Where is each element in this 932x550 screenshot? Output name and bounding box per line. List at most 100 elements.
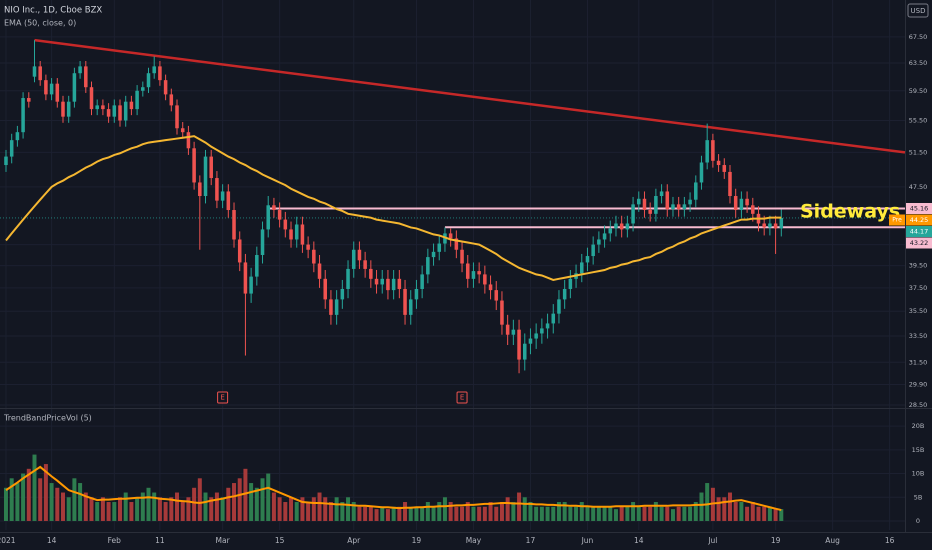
candle-body (169, 94, 174, 106)
volume-bar (300, 497, 305, 521)
candle-body (494, 290, 499, 301)
volume-bar (465, 502, 470, 521)
volume-bar (699, 492, 704, 521)
currency[interactable]: USD (911, 7, 926, 15)
volume-bar (648, 506, 653, 521)
candle-body (500, 300, 504, 325)
volume-bar (283, 502, 288, 521)
candle-body (705, 140, 709, 163)
volume-bar (260, 478, 265, 521)
candle-body (625, 223, 630, 230)
volume-bar (534, 506, 539, 521)
candle-body (408, 299, 413, 315)
candle-body (648, 210, 652, 214)
volume-bar (539, 506, 544, 521)
candle-body (420, 274, 424, 289)
candle-body (671, 204, 675, 210)
candle-body (95, 105, 99, 110)
earnings-marker (217, 391, 229, 404)
indicator-title: EMA (50, close, 0) (4, 19, 76, 28)
candle-body (762, 223, 766, 228)
y-tick-label: 28.50 (909, 401, 928, 409)
volume-bar (214, 492, 219, 521)
volume-bar (123, 492, 128, 521)
candle-body (722, 165, 727, 172)
volume-bar (192, 487, 197, 521)
volume-bar (334, 497, 339, 521)
candle-body (711, 140, 715, 161)
candle-body (585, 256, 590, 263)
candle-body (540, 328, 544, 334)
volume-bar (591, 506, 596, 521)
candle-body (351, 249, 356, 269)
volume-bar (779, 509, 784, 521)
candle-body (192, 148, 196, 183)
volume-bar (750, 502, 755, 521)
x-tick-label: 14 (47, 536, 57, 545)
candle-body (237, 239, 242, 263)
volume-bar (659, 506, 664, 521)
volume-bar (716, 497, 721, 521)
volume-bar (676, 506, 681, 521)
volume-bar (562, 502, 567, 521)
volume-bar (129, 502, 134, 521)
volume-bar (55, 487, 60, 521)
volume-bar (488, 502, 493, 521)
volume-bar (596, 506, 601, 521)
candle-body (534, 333, 538, 339)
volume-bar (511, 502, 516, 521)
candle-body (329, 299, 333, 315)
volume-bar (146, 487, 151, 521)
volume-bar (254, 487, 259, 521)
volume-bar (579, 502, 584, 521)
earnings-marker (456, 391, 468, 404)
candle-body (9, 140, 14, 157)
candle-body (4, 156, 8, 166)
candle-body (528, 338, 533, 344)
candle-body (152, 66, 156, 74)
candle-body (426, 257, 430, 275)
candle-body (317, 263, 322, 279)
y-tick-label: 33.50 (909, 332, 928, 340)
x-tick-label: 14 (634, 536, 644, 545)
volume-bar (442, 497, 447, 521)
volume-bar (317, 492, 322, 521)
volume-bar (568, 506, 573, 521)
y-tick-label: 55.50 (909, 116, 928, 124)
earnings-label: E (220, 394, 224, 402)
volume-bar (420, 506, 425, 521)
volume-bar (346, 497, 351, 521)
x-tick-label: Feb (108, 536, 122, 545)
candle-body (374, 278, 379, 285)
volume-bar (670, 509, 675, 521)
volume-bar (38, 478, 43, 521)
candle-body (27, 98, 31, 102)
candle-body (49, 83, 54, 95)
candle-body (38, 66, 42, 81)
volume-bar (693, 502, 698, 521)
candle-body (243, 262, 248, 294)
x-tick-label: Aug (825, 536, 840, 545)
candle-body (522, 343, 527, 360)
volume-bar (311, 497, 316, 521)
x-tick-label: 2021 (0, 536, 16, 545)
currency-box[interactable] (907, 3, 929, 18)
volume-bar (112, 502, 117, 521)
volume-bar (78, 483, 83, 521)
y-tick-label: 63.50 (909, 59, 928, 67)
candle-body (175, 105, 179, 129)
y-tick-label: 5B (914, 493, 923, 501)
pre-tag-box (889, 214, 905, 226)
volume-bar (733, 502, 738, 521)
volume-bar (100, 497, 105, 521)
candle-body (699, 162, 704, 183)
volume-bar (739, 502, 744, 521)
candle-body (209, 156, 213, 179)
candle-body (78, 66, 82, 74)
y-tick-label: 37.50 (909, 284, 928, 292)
x-tick-label: May (466, 536, 482, 545)
volume-bar (705, 483, 710, 521)
candle-body (294, 224, 299, 240)
volume-bar (619, 506, 624, 521)
candle-body (44, 80, 48, 95)
